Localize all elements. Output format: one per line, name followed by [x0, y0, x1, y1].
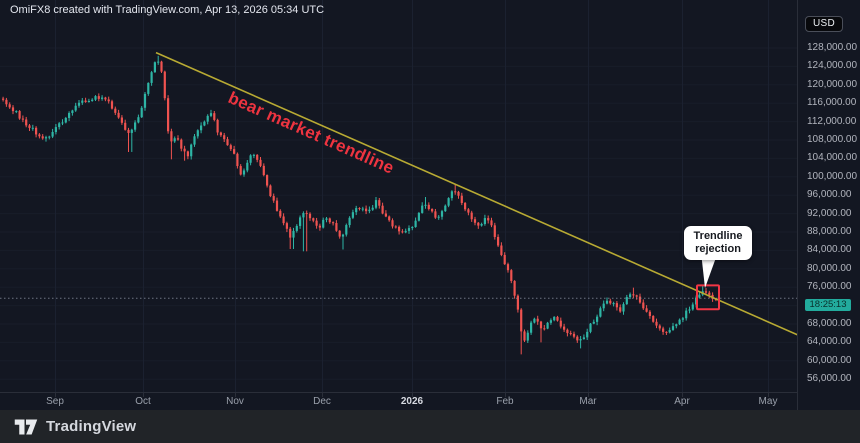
time-axis-label: Oct	[135, 396, 151, 407]
time-axis-label: 2026	[400, 396, 424, 407]
time-axis-tick	[322, 393, 323, 397]
time-axis-tick	[682, 393, 683, 397]
time-axis-label: Feb	[496, 396, 514, 407]
price-axis-label: 120,000.00	[807, 78, 858, 90]
price-axis-label: 128,000.00	[807, 42, 858, 53]
chart-watermark: OmiFX8 created with TradingView.com, Apr…	[10, 4, 325, 16]
time-axis-tick	[588, 393, 589, 397]
time-axis-tick	[412, 393, 413, 397]
currency-badge[interactable]: USD	[805, 16, 844, 32]
time-axis-label: Apr	[674, 396, 690, 407]
footer-bar: TradingView	[0, 410, 860, 443]
trendline-rejection-callout[interactable]: Trendline rejection	[684, 226, 752, 260]
price-axis-label: 76,000.00	[807, 281, 852, 293]
footer-brand-text[interactable]: TradingView	[46, 418, 137, 435]
bear-trendline[interactable]	[155, 51, 797, 336]
time-axis[interactable]: Sep Oct Nov Dec 2026 Feb Mar Apr May	[0, 392, 797, 411]
price-axis-label: 108,000.00	[807, 134, 858, 145]
time-axis-label: Mar	[579, 396, 597, 407]
chart-pane[interactable]	[0, 0, 797, 392]
price-axis-label: 56,000.00	[807, 373, 852, 385]
time-axis-tick	[768, 393, 769, 397]
price-axis-label: 88,000.00	[807, 226, 852, 237]
rejection-highlight-box[interactable]	[696, 284, 720, 311]
price-axis-label: 124,000.00	[807, 60, 858, 72]
price-axis-label: 84,000.00	[807, 244, 852, 256]
price-axis-label: 80,000.00	[807, 262, 852, 274]
price-axis-label: 100,000.00	[807, 170, 858, 182]
time-axis-label: Sep	[46, 396, 64, 407]
time-axis-label: May	[758, 396, 778, 407]
price-axis-label: 64,000.00	[807, 336, 852, 348]
price-axis-label: 112,000.00	[807, 115, 857, 127]
tradingview-logo-icon[interactable]	[14, 418, 38, 436]
price-axis-label: 60,000.00	[807, 354, 852, 366]
time-axis-tick	[235, 393, 236, 397]
time-axis-label: Dec	[313, 396, 331, 407]
time-axis-tick	[143, 393, 144, 397]
callout-tail	[701, 252, 718, 288]
bar-countdown-badge: 18:25:13	[805, 299, 851, 312]
price-axis-label: 68,000.00	[807, 318, 852, 329]
time-axis-tick	[55, 393, 56, 397]
price-axis-label: 116,000.00	[807, 97, 857, 109]
price-axis[interactable]: USD 18:25:13 128,000.00 124,000.00 120,000…	[797, 0, 860, 410]
candlestick-chart[interactable]	[0, 0, 797, 392]
price-axis-label: 104,000.00	[807, 152, 858, 164]
time-axis-tick	[505, 393, 506, 397]
price-axis-label: 96,000.00	[807, 189, 852, 201]
time-axis-label: Nov	[226, 396, 244, 407]
candles-layer[interactable]	[2, 55, 717, 355]
price-axis-label: 92,000.00	[807, 207, 852, 219]
